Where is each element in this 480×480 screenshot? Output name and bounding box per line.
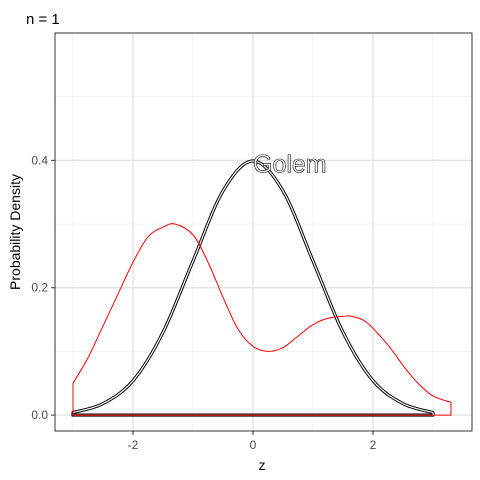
chart-title: n = 1 bbox=[26, 11, 60, 28]
panel-background bbox=[55, 33, 472, 431]
y-axis: 0.0 0.2 0.4 bbox=[31, 153, 55, 422]
golem-curve-inner bbox=[72, 160, 434, 416]
series-golem bbox=[71, 159, 435, 417]
y-tick-label: 0.2 bbox=[31, 281, 48, 295]
plot-panel: Golem bbox=[54, 32, 473, 432]
y-tick-label: 0.0 bbox=[31, 408, 48, 422]
x-axis: -2 0 2 bbox=[128, 431, 377, 452]
x-tick-label: -2 bbox=[128, 438, 139, 452]
panel-border bbox=[54, 32, 473, 432]
series-bimodal bbox=[72, 223, 452, 416]
x-tick-label: 0 bbox=[250, 438, 257, 452]
golem-annotation: Golem bbox=[253, 151, 327, 179]
series-layer bbox=[71, 159, 452, 417]
x-tick-label: 2 bbox=[370, 438, 377, 452]
y-tick-label: 0.4 bbox=[31, 153, 48, 167]
bimodal-curve bbox=[72, 223, 452, 416]
x-axis-label: z bbox=[259, 457, 266, 473]
y-axis-label: Probability Density bbox=[7, 174, 23, 290]
